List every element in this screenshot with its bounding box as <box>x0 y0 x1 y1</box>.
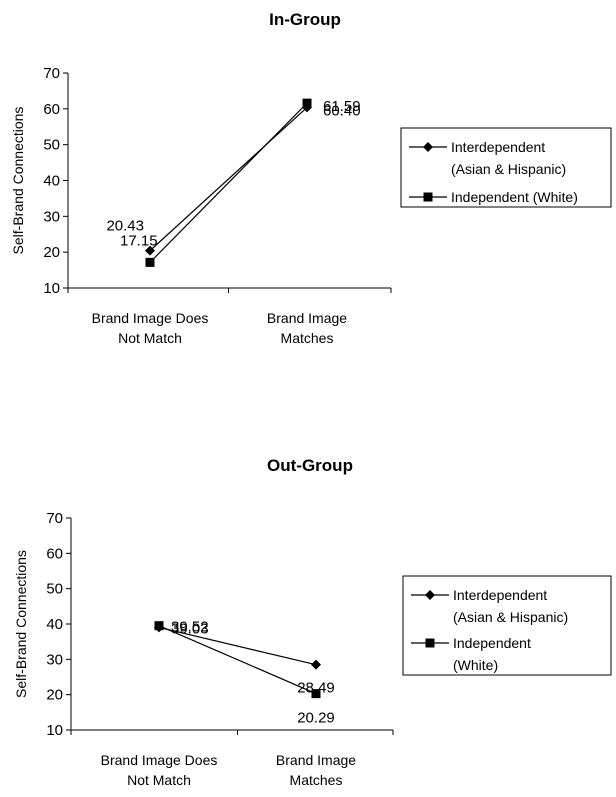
x-category-label: Brand Image Does <box>92 310 209 326</box>
x-category-label: Not Match <box>127 772 191 788</box>
data-label: 20.43 <box>106 218 144 235</box>
y-tick-label: 20 <box>43 244 60 261</box>
data-point-marker <box>145 257 155 267</box>
legend-marker <box>425 590 435 600</box>
data-point-marker <box>154 621 164 631</box>
data-label: 60.40 <box>323 102 361 119</box>
data-point-marker <box>311 659 321 670</box>
data-label: 17.15 <box>120 232 158 249</box>
y-tick-label: 60 <box>46 545 63 562</box>
data-label: 39.03 <box>171 620 209 637</box>
y-tick-label: 20 <box>46 687 63 704</box>
y-tick-label: 70 <box>43 65 60 82</box>
chart-title: In-Group <box>269 10 341 29</box>
y-tick-label: 10 <box>43 280 60 297</box>
y-tick-label: 70 <box>46 510 63 527</box>
legend-box <box>400 127 612 208</box>
legend-box <box>402 575 612 676</box>
y-tick-label: 50 <box>46 581 63 598</box>
legend-entry-label: Independent <box>453 635 531 651</box>
series-line-interdependent <box>149 106 308 252</box>
legend: Interdependent (Asian & Hispanic) Independ… <box>400 127 612 208</box>
legend-marker <box>425 638 435 648</box>
x-category-label: Not Match <box>118 330 182 346</box>
chart-title: Out-Group <box>267 456 353 475</box>
data-point-marker <box>145 245 155 256</box>
x-category-label: Matches <box>281 330 334 346</box>
y-axis-label: Self-Brand Connections <box>13 550 29 698</box>
series-line-independent <box>158 625 317 695</box>
y-tick-label: 40 <box>43 173 60 190</box>
y-tick-label: 40 <box>46 616 63 633</box>
y-tick-label: 10 <box>46 722 63 739</box>
x-category-label: Matches <box>290 772 343 788</box>
legend-entry-label: (White) <box>453 657 498 673</box>
legend-entry-label: Interdependent <box>451 139 545 155</box>
y-tick-label: 60 <box>43 101 60 118</box>
x-category-label: Brand Image <box>267 310 347 326</box>
data-label: 61.59 <box>323 98 361 115</box>
chart-panel-1: In-Group 10 20 30 40 50 60 70 Brand Image Does No… <box>10 10 612 346</box>
x-category-label: Brand Image Does <box>101 752 218 768</box>
data-label: 20.29 <box>297 710 335 727</box>
legend-marker <box>423 142 433 152</box>
legend-entry-label: (Asian & Hispanic) <box>453 609 568 625</box>
data-point-marker <box>311 689 321 699</box>
chart-panel-2: Out-Group 10 20 30 40 50 60 70 Brand Image Does N… <box>13 456 612 788</box>
y-tick-label: 30 <box>43 208 60 225</box>
y-tick-label: 50 <box>43 137 60 154</box>
y-tick-label: 30 <box>46 651 63 668</box>
legend-entry-label: Independent (White) <box>451 189 578 205</box>
x-category-label: Brand Image <box>276 752 356 768</box>
data-label: 39.52 <box>171 619 209 636</box>
series-line-independent <box>149 102 308 263</box>
legend: Interdependent (Asian & Hispanic) Independ… <box>402 575 612 676</box>
data-point-marker <box>302 98 312 108</box>
y-axis-label: Self-Brand Connections <box>10 107 26 255</box>
legend-entry-label: (Asian & Hispanic) <box>451 161 566 177</box>
legend-marker <box>423 192 433 202</box>
legend-entry-label: Interdependent <box>453 587 547 603</box>
data-label: 28.49 <box>297 680 335 697</box>
series-line-interdependent <box>158 626 317 666</box>
